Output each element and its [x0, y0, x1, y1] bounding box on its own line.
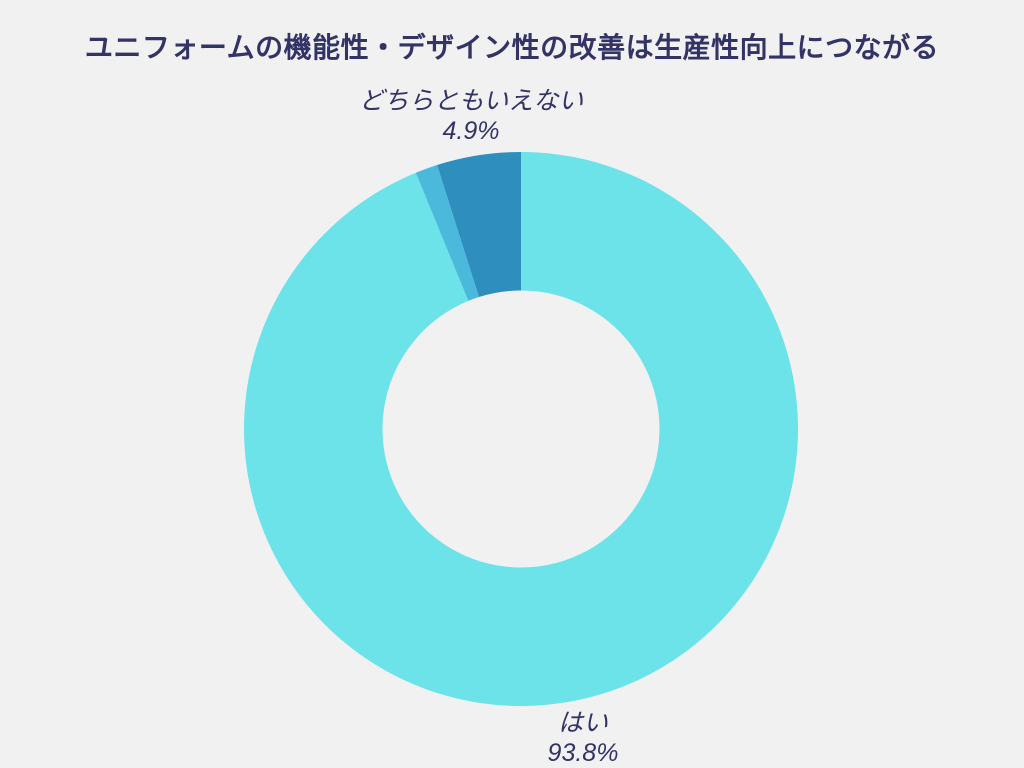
pie-slice-はい — [243, 152, 798, 706]
slice-label-hai: はい 93.8% — [548, 708, 619, 768]
slice-label-hai-name: はい — [557, 709, 609, 737]
donut-chart — [243, 152, 798, 706]
pie-slice-どちらともいえない — [437, 152, 521, 298]
slice-label-dochira: どちらともいえない 4.9% — [359, 86, 584, 146]
slice-label-hai-pct: 93.8% — [547, 739, 619, 767]
slice-label-dochira-name: どちらともいえない — [358, 87, 584, 115]
pie-slice-unlabeled — [415, 165, 480, 301]
slice-label-dochira-pct: 4.9% — [442, 117, 500, 145]
chart-title: ユニフォームの機能性・デザイン性の改善は生産性向上につながる — [84, 32, 940, 63]
